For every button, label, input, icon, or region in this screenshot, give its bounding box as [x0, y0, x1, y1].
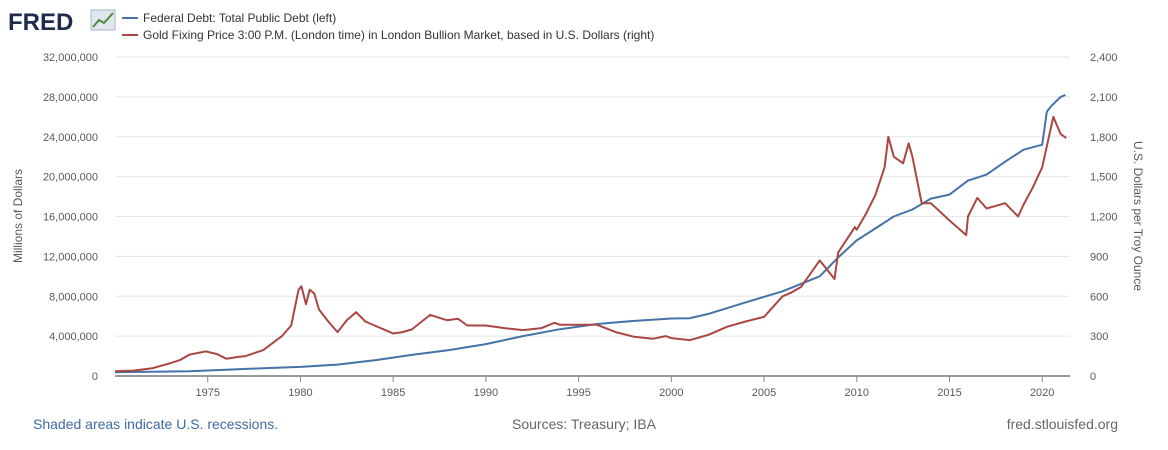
x-tick-label: 1980	[288, 387, 312, 399]
site-link[interactable]: fred.stlouisfed.org	[1006, 416, 1118, 432]
y-right-tick-label: 600	[1090, 291, 1108, 303]
y-right-tick-label: 0	[1090, 371, 1096, 383]
y-axis-left-title: Millions of Dollars	[11, 169, 25, 263]
y-left-tick-label: 12,000,000	[43, 251, 98, 263]
fred-logo[interactable]: FRED	[8, 9, 116, 36]
fred-logo-text: FRED	[8, 9, 73, 36]
chart-line-icon	[90, 9, 116, 31]
y-left-tick-label: 20,000,000	[43, 172, 98, 184]
y-right-tick-label: 300	[1090, 331, 1108, 343]
legend-item-debt[interactable]: Federal Debt: Total Public Debt (left)	[122, 11, 336, 25]
x-tick-label: 2020	[1030, 387, 1054, 399]
x-tick-label: 2005	[752, 387, 776, 399]
y-right-tick-label: 1,500	[1090, 172, 1118, 184]
recession-note: Shaded areas indicate U.S. recessions.	[33, 416, 279, 432]
y-right-tick-label: 900	[1090, 251, 1108, 263]
legend-item-gold[interactable]: Gold Fixing Price 3:00 P.M. (London time…	[122, 28, 654, 42]
y-left-tick-label: 28,000,000	[43, 92, 98, 104]
legend-label-gold: Gold Fixing Price 3:00 P.M. (London time…	[143, 28, 654, 42]
x-axis: 1975 1980 1985 1990 1995 2000 2005 2010 2015 2020	[195, 376, 1054, 399]
y-left-tick-label: 32,000,000	[43, 52, 98, 64]
series-line-gold-price[interactable]	[114, 115, 1067, 373]
y-axis-right: 0 300 600 900 1,200 1,500 1,800 2,100 2,400	[1090, 52, 1118, 383]
x-tick-label: 2000	[659, 387, 683, 399]
legend: Federal Debt: Total Public Debt (left) G…	[122, 11, 654, 42]
y-left-tick-label: 24,000,000	[43, 132, 98, 144]
sources-wrapper: Sources: Treasury; IBA	[0, 416, 1168, 432]
x-tick-label: 1975	[195, 387, 219, 399]
y-right-tick-label: 2,100	[1090, 92, 1118, 104]
legend-label-debt: Federal Debt: Total Public Debt (left)	[143, 11, 336, 25]
y-right-tick-label: 1,200	[1090, 212, 1118, 224]
y-left-tick-label: 0	[92, 371, 98, 383]
y-left-tick-label: 4,000,000	[49, 331, 98, 343]
x-tick-label: 1995	[566, 387, 590, 399]
y-right-tick-label: 1,800	[1090, 132, 1118, 144]
x-tick-label: 2010	[845, 387, 869, 399]
x-tick-label: 1985	[381, 387, 405, 399]
y-axis-right-title: U.S. Dollars per Troy Ounce	[1131, 141, 1145, 291]
series-line-federal-debt[interactable]	[114, 93, 1066, 374]
y-right-tick-label: 2,400	[1090, 52, 1118, 64]
x-tick-label: 1990	[474, 387, 498, 399]
y-left-tick-label: 16,000,000	[43, 212, 98, 224]
gridlines	[115, 56, 1070, 377]
y-axis-left: 0 4,000,000 8,000,000 12,000,000 16,000,000 2…	[43, 52, 98, 383]
y-left-tick-label: 8,000,000	[49, 291, 98, 303]
plot-area[interactable]	[114, 93, 1067, 374]
x-tick-label: 2015	[937, 387, 961, 399]
sources-text: Sources: Treasury; IBA	[512, 416, 656, 432]
